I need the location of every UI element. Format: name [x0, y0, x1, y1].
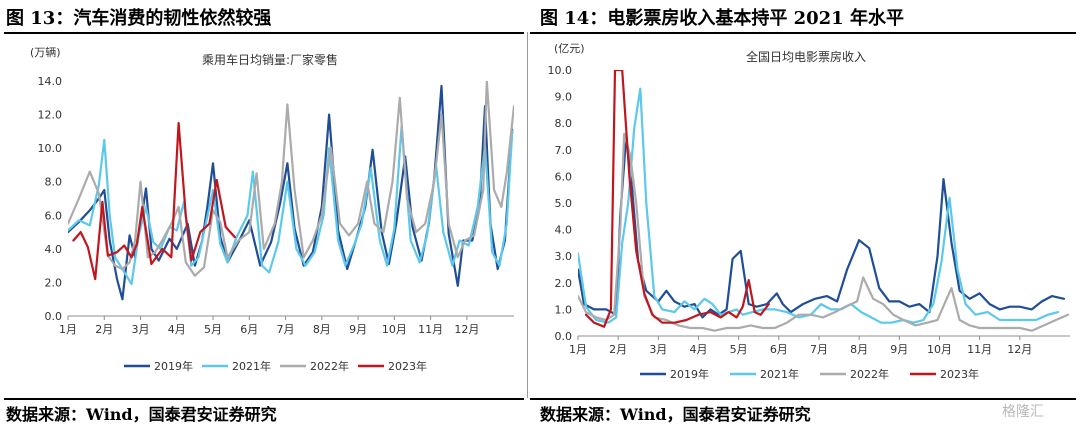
car-x-tick-label: 8月 [313, 323, 331, 336]
movie-series-line-2022 [578, 132, 1070, 332]
car-y-tick-label: 0.0 [45, 310, 63, 323]
movie-series-line-2023 [584, 70, 770, 328]
movie-x-tick-label: 12月 [1007, 343, 1032, 356]
movie-x-tick-label: 5月 [730, 343, 748, 356]
car-y-tick-label: 6.0 [45, 209, 63, 222]
car-y-tick-label: 12.0 [38, 109, 63, 122]
movie-y-tick-label: 1.0 [555, 303, 573, 316]
movie-y-tick-label: 3.0 [555, 250, 573, 263]
movie-x-tick-label: 11月 [967, 343, 992, 356]
figure-divider [527, 32, 528, 398]
box-office-chart: (亿元) 全国日均电影票房收入 0.0 1.0 2.0 3.0 4.0 5.0 6.0 7.0 8.… [548, 42, 1070, 381]
movie-x-tick-label: 4月 [689, 343, 707, 356]
movie-series-line-2019 [578, 135, 1066, 319]
car-x-tick-label: 4月 [168, 323, 186, 336]
car-x-tick-label: 10月 [382, 323, 407, 336]
movie-x-tick-label: 6月 [770, 343, 788, 356]
movie-y-tick-label: 9.0 [555, 91, 573, 104]
car-series-line-2023 [72, 121, 236, 281]
car-x-tick-label: 11月 [418, 323, 443, 336]
car-y-tick-label: 4.0 [45, 243, 63, 256]
movie-y-tick-label: 7.0 [555, 144, 573, 157]
car-sales-chart: (万辆) 乘用车日均销量:厂家零售 0.0 2.0 4.0 6.0 8.0 10.0 12.0 1… [30, 45, 514, 373]
car-x-tick-label: 12月 [454, 323, 479, 336]
movie-x-tick-label: 10月 [927, 343, 952, 356]
car-x-tick-label: 5月 [204, 323, 222, 336]
movie-y-tick-label: 2.0 [555, 277, 573, 290]
left-figure-title: 图 13：汽车消费的韧性依然较强 [6, 8, 272, 29]
movie-chart-title: 全国日均电影票房收入 [746, 49, 866, 64]
right-figure-source: 数据来源：Wind，国泰君安证券研究 [540, 405, 811, 424]
bottom-rule-right [530, 398, 1076, 400]
left-figure-source: 数据来源：Wind，国泰君安证券研究 [6, 405, 277, 424]
car-x-tick-label: 3月 [132, 323, 150, 336]
car-x-tick-label: 6月 [240, 323, 258, 336]
bottom-rule-left [4, 398, 524, 400]
car-y-tick-label: 2.0 [45, 276, 63, 289]
right-figure-title: 图 14：电影票房收入基本持平 2021 年水平 [540, 8, 904, 29]
car-series-line-2022 [68, 81, 514, 277]
car-x-tick-label: 1月 [59, 323, 77, 336]
movie-x-tick-label: 2月 [609, 343, 627, 356]
movie-series-line-2021 [578, 87, 1060, 324]
car-x-tick-label: 2月 [95, 323, 113, 336]
movie-x-tick-label: 9月 [890, 343, 908, 356]
car-chart-title: 乘用车日均销量:厂家零售 [202, 52, 338, 67]
car-x-tick-label: 7月 [277, 323, 295, 336]
movie-x-tick-label: 7月 [810, 343, 828, 356]
car-y-tick-label: 10.0 [38, 142, 63, 155]
movie-x-tick-label: 1月 [569, 343, 587, 356]
movie-legend-label: 2019年 [670, 367, 709, 381]
car-legend-label: 2019年 [154, 359, 193, 373]
movie-y-tick-label: 5.0 [555, 197, 573, 210]
car-y-tick-label: 14.0 [38, 75, 63, 88]
car-legend-label: 2021年 [232, 359, 271, 373]
movie-unit-label: (亿元) [554, 42, 585, 55]
car-y-tick-label: 8.0 [45, 176, 63, 189]
movie-legend-label: 2023年 [940, 367, 979, 381]
top-rule-left [4, 32, 524, 34]
car-unit-label: (万辆) [30, 45, 61, 59]
movie-y-tick-label: 4.0 [555, 224, 573, 237]
movie-y-tick-label: 8.0 [555, 117, 573, 130]
movie-y-tick-label: 6.0 [555, 170, 573, 183]
car-series-line-2021 [68, 125, 514, 286]
car-x-tick-label: 9月 [349, 323, 367, 336]
movie-legend-label: 2022年 [850, 367, 889, 381]
watermark-logo: 格隆汇 [1002, 404, 1044, 420]
car-legend-label: 2023年 [388, 359, 427, 373]
top-rule-right [530, 32, 1076, 34]
movie-x-tick-label: 8月 [850, 343, 868, 356]
car-legend-label: 2022年 [310, 359, 349, 373]
movie-y-tick-label: 0.0 [555, 330, 573, 343]
movie-legend-label: 2021年 [760, 367, 799, 381]
movie-y-tick-label: 10.0 [548, 64, 573, 77]
movie-x-tick-label: 3月 [649, 343, 667, 356]
